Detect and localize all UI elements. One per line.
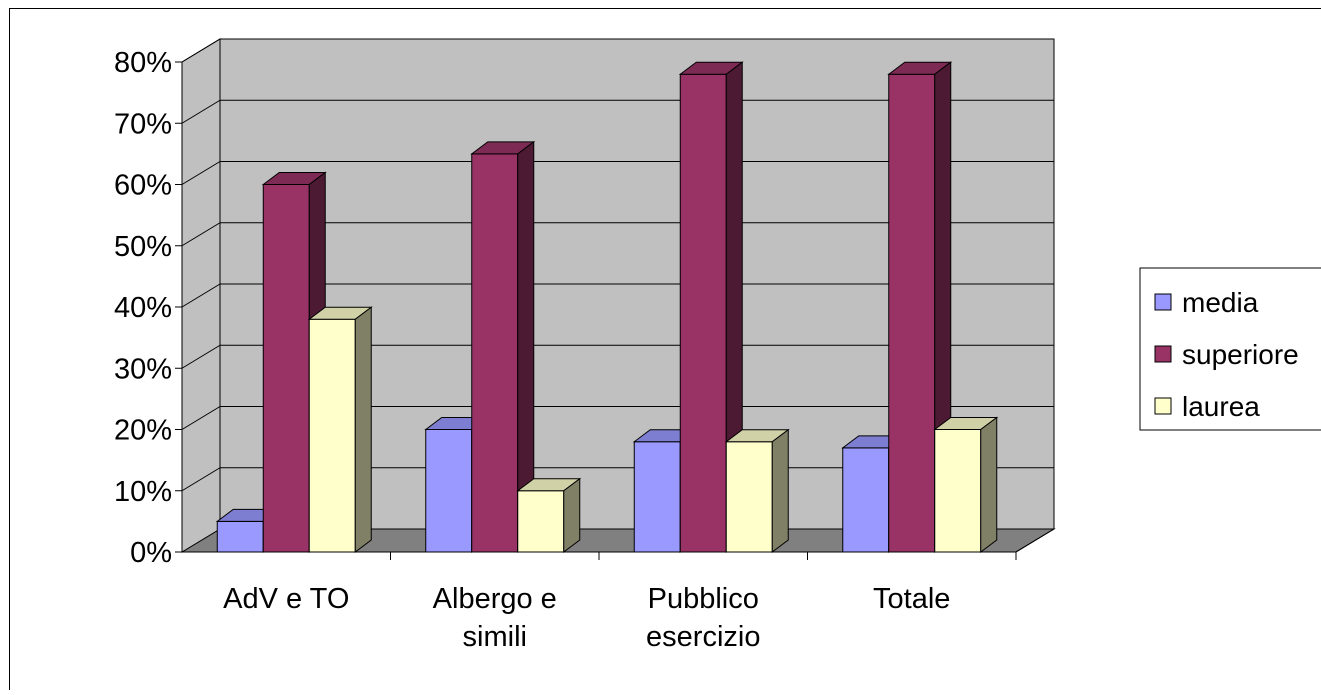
y-tick-label: 40% <box>114 292 172 324</box>
y-tick-label: 30% <box>114 353 172 385</box>
bar <box>680 74 726 552</box>
legend-swatch <box>1155 346 1171 362</box>
bar <box>518 491 564 552</box>
y-tick-label: 0% <box>130 537 172 569</box>
x-tick-label-line: Totale <box>873 583 950 615</box>
x-tick-label: AdV e TO <box>223 583 349 615</box>
x-tick-label-line: Pubblico <box>648 583 759 615</box>
bar <box>889 74 935 552</box>
legend-label: superiore <box>1182 339 1299 370</box>
legend-swatch <box>1155 294 1171 310</box>
y-tick-label: 70% <box>114 108 172 140</box>
legend-swatch <box>1155 398 1171 414</box>
x-tick-label: Totale <box>873 583 950 615</box>
legend-label: laurea <box>1182 391 1260 422</box>
bar <box>309 319 355 552</box>
bar-side <box>981 418 997 553</box>
legend-label: media <box>1182 287 1259 318</box>
y-tick-label: 10% <box>114 476 172 508</box>
y-tick-label: 60% <box>114 170 172 202</box>
y-tick-label: 20% <box>114 415 172 447</box>
bar <box>426 430 472 553</box>
bar <box>634 442 680 552</box>
bar-side <box>564 479 580 552</box>
bar-side <box>772 430 788 552</box>
bar <box>726 442 772 552</box>
x-tick-label-line: esercizio <box>646 621 760 653</box>
x-tick-label-line: simili <box>463 621 527 653</box>
y-tick-label: 80% <box>114 47 172 79</box>
bar <box>263 185 309 553</box>
y-tick-label: 50% <box>114 231 172 263</box>
bar <box>217 521 263 552</box>
bar <box>472 154 518 552</box>
bar <box>935 430 981 553</box>
bar-side <box>355 307 371 552</box>
x-tick-label-line: AdV e TO <box>223 583 349 615</box>
x-tick-label-line: Albergo e <box>433 583 557 615</box>
bar <box>843 448 889 552</box>
